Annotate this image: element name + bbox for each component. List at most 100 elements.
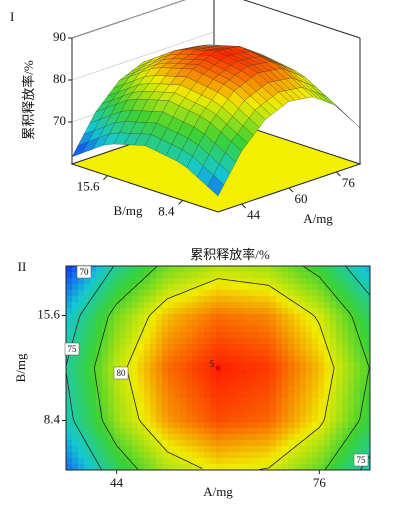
heat-cell <box>174 440 181 447</box>
heat-cell <box>336 422 343 429</box>
heat-cell <box>132 362 139 369</box>
heat-cell <box>288 398 295 405</box>
heat-cell <box>96 356 103 363</box>
heat-cell <box>120 320 127 327</box>
heat-cell <box>132 404 139 411</box>
heat-cell <box>138 338 145 345</box>
x-tick <box>241 203 247 209</box>
heat-cell <box>150 290 157 297</box>
heat-cell <box>180 380 187 387</box>
heat-cell <box>156 266 163 273</box>
heat-cell <box>312 452 319 459</box>
heat-cell <box>294 434 301 441</box>
heat-cell <box>84 386 91 393</box>
heat-cell <box>342 344 349 351</box>
heat-cell <box>90 386 97 393</box>
heat-cell <box>306 338 313 345</box>
heat-cell <box>186 458 193 465</box>
heat-cell <box>318 362 325 369</box>
heat-cell <box>90 380 97 387</box>
heat-cell <box>276 350 283 357</box>
heat-cell <box>318 386 325 393</box>
heat-cell <box>234 302 241 309</box>
heat-cell <box>72 398 79 405</box>
heat-cell <box>138 398 145 405</box>
heat-cell <box>342 452 349 459</box>
heat-cell <box>168 374 175 381</box>
heat-cell <box>252 284 259 291</box>
heat-cell <box>72 404 79 411</box>
heat-cell <box>318 320 325 327</box>
heat-cell <box>84 290 91 297</box>
heat-cell <box>336 380 343 387</box>
heat-cell <box>192 434 199 441</box>
heat-cell <box>90 368 97 375</box>
heat-cell <box>216 320 223 327</box>
heat-cell <box>198 278 205 285</box>
heat-cell <box>354 302 361 309</box>
heat-cell <box>258 404 265 411</box>
heat-cell <box>306 392 313 399</box>
heat-cell <box>84 416 91 423</box>
heat-cell <box>354 344 361 351</box>
heat-cell <box>270 452 277 459</box>
heat-cell <box>258 284 265 291</box>
heat-cell <box>222 320 229 327</box>
heat-cell <box>198 410 205 417</box>
heat-cell <box>246 440 253 447</box>
heat-cell <box>270 308 277 315</box>
heat-cell <box>138 308 145 315</box>
heat-cell <box>192 350 199 357</box>
heat-cell <box>66 284 73 291</box>
heat-cell <box>84 314 91 321</box>
heat-cell <box>162 356 169 363</box>
heat-cell <box>84 332 91 339</box>
heat-cell <box>186 308 193 315</box>
heat-cell <box>252 272 259 279</box>
heat-cell <box>348 458 355 465</box>
heat-cell <box>282 428 289 435</box>
heat-cell <box>270 350 277 357</box>
heat-cell <box>66 290 73 297</box>
heat-cell <box>258 344 265 351</box>
heat-cell <box>234 368 241 375</box>
heat-cell <box>204 350 211 357</box>
heat-cell <box>192 272 199 279</box>
heat-cell <box>264 452 271 459</box>
heat-cell <box>210 368 217 375</box>
heat-cell <box>348 440 355 447</box>
heat-cell <box>150 380 157 387</box>
heat-cell <box>360 392 367 399</box>
heat-cell <box>360 362 367 369</box>
heat-cell <box>204 302 211 309</box>
heat-cell <box>234 332 241 339</box>
heat-cell <box>312 374 319 381</box>
heat-cell <box>78 338 85 345</box>
heat-cell <box>264 332 271 339</box>
heat-cell <box>342 446 349 453</box>
heat-cell <box>348 356 355 363</box>
heat-cell <box>360 368 367 375</box>
x-tick <box>335 171 341 177</box>
heat-cell <box>102 374 109 381</box>
heat-cell <box>360 410 367 417</box>
heat-cell <box>258 266 265 273</box>
heat-cell <box>132 410 139 417</box>
heat-cell <box>156 374 163 381</box>
heat-cell <box>174 308 181 315</box>
heat-cell <box>360 380 367 387</box>
heat-cell <box>120 416 127 423</box>
heat-cell <box>108 368 115 375</box>
heat-cell <box>258 386 265 393</box>
heat-cell <box>258 296 265 303</box>
heat-cell <box>198 404 205 411</box>
heat-cell <box>258 368 265 375</box>
heat-cell <box>222 404 229 411</box>
heat-cell <box>318 278 325 285</box>
heat-cell <box>336 290 343 297</box>
heat-cell <box>168 422 175 429</box>
heat-cell <box>258 398 265 405</box>
heat-cell <box>108 314 115 321</box>
heat-cell <box>138 314 145 321</box>
